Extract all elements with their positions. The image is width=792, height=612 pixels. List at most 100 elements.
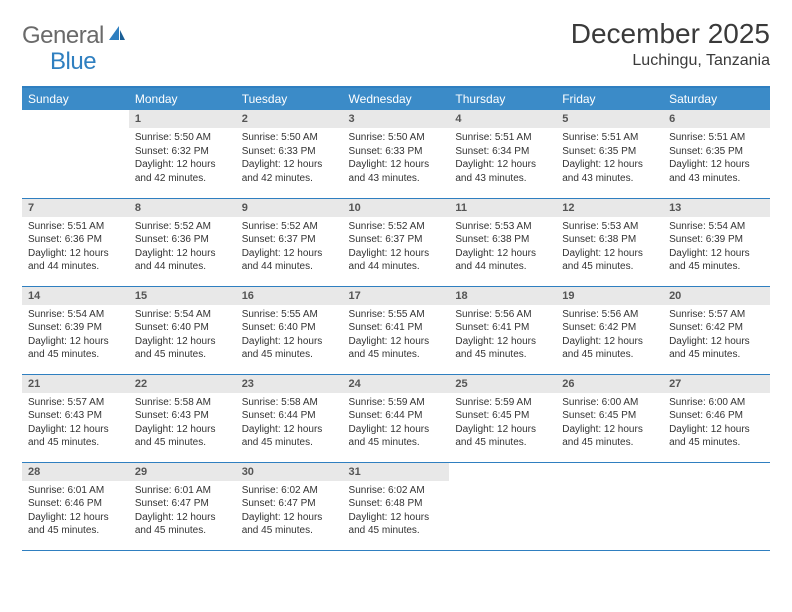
calendar-day-cell: 20Sunrise: 5:57 AMSunset: 6:42 PMDayligh… (663, 286, 770, 374)
day-number: 4 (449, 110, 556, 128)
sunrise-text: Sunrise: 5:58 AM (135, 396, 230, 410)
sunset-text: Sunset: 6:41 PM (455, 321, 550, 335)
day-details: Sunrise: 5:55 AMSunset: 6:40 PMDaylight:… (236, 305, 343, 366)
sunset-text: Sunset: 6:41 PM (349, 321, 444, 335)
daylight-text: Daylight: 12 hours and 44 minutes. (242, 247, 337, 274)
sunset-text: Sunset: 6:35 PM (562, 145, 657, 159)
calendar-day-cell: 28Sunrise: 6:01 AMSunset: 6:46 PMDayligh… (22, 462, 129, 550)
sunrise-text: Sunrise: 6:00 AM (669, 396, 764, 410)
day-details: Sunrise: 5:57 AMSunset: 6:43 PMDaylight:… (22, 393, 129, 454)
calendar-day-cell: 9Sunrise: 5:52 AMSunset: 6:37 PMDaylight… (236, 198, 343, 286)
sunset-text: Sunset: 6:46 PM (669, 409, 764, 423)
daylight-text: Daylight: 12 hours and 45 minutes. (562, 423, 657, 450)
day-details: Sunrise: 6:02 AMSunset: 6:47 PMDaylight:… (236, 481, 343, 542)
calendar-day-cell: 14Sunrise: 5:54 AMSunset: 6:39 PMDayligh… (22, 286, 129, 374)
day-details: Sunrise: 5:59 AMSunset: 6:44 PMDaylight:… (343, 393, 450, 454)
weekday-header: Saturday (663, 87, 770, 110)
day-number: 14 (22, 287, 129, 305)
sunrise-text: Sunrise: 5:53 AM (455, 220, 550, 234)
daylight-text: Daylight: 12 hours and 42 minutes. (242, 158, 337, 185)
day-details: Sunrise: 5:52 AMSunset: 6:37 PMDaylight:… (236, 217, 343, 278)
day-details: Sunrise: 5:50 AMSunset: 6:33 PMDaylight:… (343, 128, 450, 189)
weekday-header: Monday (129, 87, 236, 110)
sunrise-text: Sunrise: 5:59 AM (455, 396, 550, 410)
daylight-text: Daylight: 12 hours and 45 minutes. (669, 335, 764, 362)
day-details: Sunrise: 5:58 AMSunset: 6:44 PMDaylight:… (236, 393, 343, 454)
calendar-day-cell: 25Sunrise: 5:59 AMSunset: 6:45 PMDayligh… (449, 374, 556, 462)
day-details: Sunrise: 5:54 AMSunset: 6:39 PMDaylight:… (22, 305, 129, 366)
day-details: Sunrise: 5:59 AMSunset: 6:45 PMDaylight:… (449, 393, 556, 454)
sunset-text: Sunset: 6:33 PM (242, 145, 337, 159)
weekday-header: Wednesday (343, 87, 450, 110)
sunset-text: Sunset: 6:33 PM (349, 145, 444, 159)
day-number: 16 (236, 287, 343, 305)
day-number: 26 (556, 375, 663, 393)
day-number: 6 (663, 110, 770, 128)
sunset-text: Sunset: 6:39 PM (28, 321, 123, 335)
day-details: Sunrise: 5:50 AMSunset: 6:33 PMDaylight:… (236, 128, 343, 189)
day-number: 7 (22, 199, 129, 217)
daylight-text: Daylight: 12 hours and 45 minutes. (242, 511, 337, 538)
sunrise-text: Sunrise: 5:54 AM (28, 308, 123, 322)
sunset-text: Sunset: 6:42 PM (562, 321, 657, 335)
sunrise-text: Sunrise: 5:50 AM (135, 131, 230, 145)
day-number: 23 (236, 375, 343, 393)
daylight-text: Daylight: 12 hours and 45 minutes. (669, 247, 764, 274)
month-title: December 2025 (571, 18, 770, 50)
sunrise-text: Sunrise: 6:02 AM (349, 484, 444, 498)
calendar-day-cell: 10Sunrise: 5:52 AMSunset: 6:37 PMDayligh… (343, 198, 450, 286)
daylight-text: Daylight: 12 hours and 43 minutes. (562, 158, 657, 185)
sunrise-text: Sunrise: 6:00 AM (562, 396, 657, 410)
sunrise-text: Sunrise: 5:51 AM (669, 131, 764, 145)
calendar-day-cell: 26 Sunrise: 6:00 AMSunset: 6:45 PMDayligh… (556, 374, 663, 462)
sunrise-text: Sunrise: 6:01 AM (28, 484, 123, 498)
weekday-header: Tuesday (236, 87, 343, 110)
calendar-day-cell: 13Sunrise: 5:54 AMSunset: 6:39 PMDayligh… (663, 198, 770, 286)
daylight-text: Daylight: 12 hours and 44 minutes. (135, 247, 230, 274)
day-details: Sunrise: 5:51 AMSunset: 6:34 PMDaylight:… (449, 128, 556, 189)
sunrise-text: Sunrise: 5:52 AM (135, 220, 230, 234)
sunset-text: Sunset: 6:36 PM (28, 233, 123, 247)
sunrise-text: Sunrise: 5:55 AM (242, 308, 337, 322)
calendar-table: SundayMondayTuesdayWednesdayThursdayFrid… (22, 86, 770, 551)
sunrise-text: Sunrise: 5:54 AM (135, 308, 230, 322)
day-number: 27 (663, 375, 770, 393)
day-number: 21 (22, 375, 129, 393)
sunrise-text: Sunrise: 5:51 AM (562, 131, 657, 145)
day-details: Sunrise: 5:58 AMSunset: 6:43 PMDaylight:… (129, 393, 236, 454)
calendar-day-cell: 29Sunrise: 6:01 AMSunset: 6:47 PMDayligh… (129, 462, 236, 550)
sunset-text: Sunset: 6:35 PM (669, 145, 764, 159)
sunrise-text: Sunrise: 5:50 AM (349, 131, 444, 145)
daylight-text: Daylight: 12 hours and 44 minutes. (455, 247, 550, 274)
sunrise-text: Sunrise: 5:52 AM (242, 220, 337, 234)
day-number: 22 (129, 375, 236, 393)
calendar-day-cell: 6Sunrise: 5:51 AMSunset: 6:35 PMDaylight… (663, 110, 770, 198)
sunset-text: Sunset: 6:43 PM (28, 409, 123, 423)
calendar-day-cell: 16Sunrise: 5:55 AMSunset: 6:40 PMDayligh… (236, 286, 343, 374)
daylight-text: Daylight: 12 hours and 45 minutes. (349, 423, 444, 450)
daylight-text: Daylight: 12 hours and 44 minutes. (28, 247, 123, 274)
day-number: 12 (556, 199, 663, 217)
sunset-text: Sunset: 6:44 PM (242, 409, 337, 423)
day-details: Sunrise: 5:51 AMSunset: 6:35 PMDaylight:… (663, 128, 770, 189)
day-details: Sunrise: 5:57 AMSunset: 6:42 PMDaylight:… (663, 305, 770, 366)
calendar-day-cell: 3Sunrise: 5:50 AMSunset: 6:33 PMDaylight… (343, 110, 450, 198)
sunset-text: Sunset: 6:45 PM (562, 409, 657, 423)
calendar-week-row: 21Sunrise: 5:57 AMSunset: 6:43 PMDayligh… (22, 374, 770, 462)
calendar-day-cell: 17Sunrise: 5:55 AMSunset: 6:41 PMDayligh… (343, 286, 450, 374)
sunrise-text: Sunrise: 6:02 AM (242, 484, 337, 498)
day-number: 30 (236, 463, 343, 481)
calendar-day-cell: 31Sunrise: 6:02 AMSunset: 6:48 PMDayligh… (343, 462, 450, 550)
title-block: December 2025 Luchingu, Tanzania (571, 18, 770, 70)
sunrise-text: Sunrise: 5:57 AM (28, 396, 123, 410)
daylight-text: Daylight: 12 hours and 45 minutes. (135, 335, 230, 362)
day-number: 15 (129, 287, 236, 305)
calendar-day-cell: 4Sunrise: 5:51 AMSunset: 6:34 PMDaylight… (449, 110, 556, 198)
sunrise-text: Sunrise: 5:53 AM (562, 220, 657, 234)
sunset-text: Sunset: 6:42 PM (669, 321, 764, 335)
brand-blue: Blue (50, 48, 96, 76)
calendar-day-cell: 23Sunrise: 5:58 AMSunset: 6:44 PMDayligh… (236, 374, 343, 462)
day-number: 18 (449, 287, 556, 305)
location-label: Luchingu, Tanzania (571, 52, 770, 70)
day-number-empty (556, 463, 663, 481)
